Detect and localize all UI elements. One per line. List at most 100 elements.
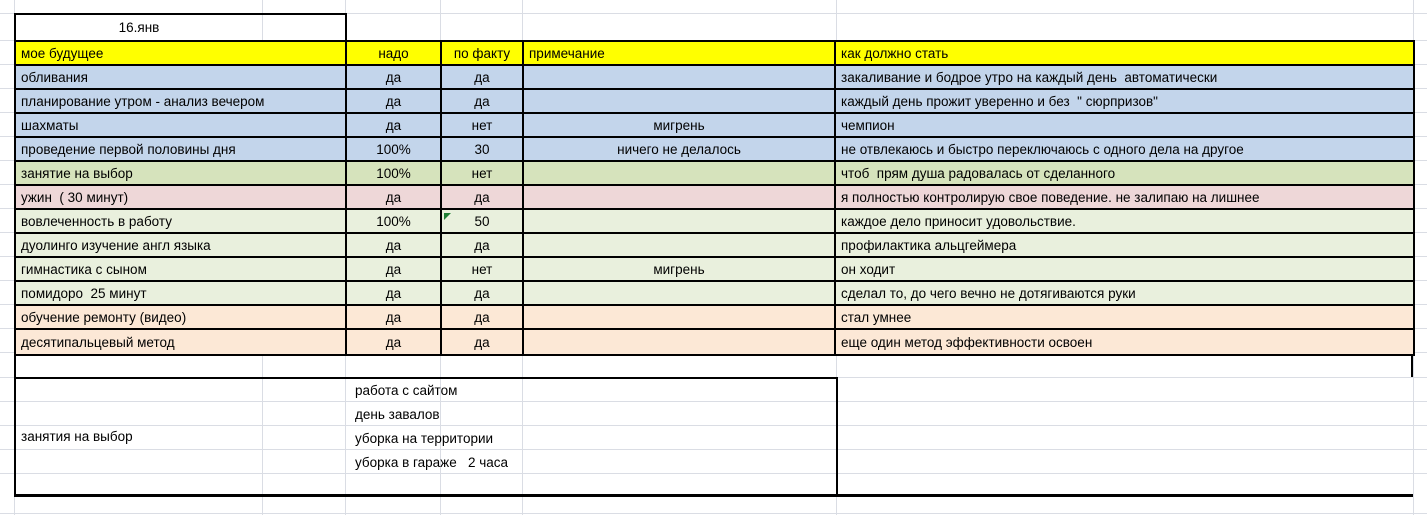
cell-goal[interactable]: он ходит — [841, 261, 896, 277]
table-row: десятипальцевый метод да да еще один мет… — [16, 330, 1413, 354]
cell-goal[interactable]: чемпион — [841, 117, 895, 133]
table-row: шахматы да нет мигрень чемпион — [16, 114, 1413, 138]
cell-need[interactable]: да — [347, 258, 442, 280]
table-row: помидоро 25 минут да да сделал то, до че… — [16, 282, 1413, 306]
cell-task[interactable]: шахматы — [16, 114, 347, 136]
cell-fact[interactable]: нет — [442, 114, 524, 136]
header-cell-goal[interactable]: как должно стать — [841, 45, 949, 61]
cell-goal[interactable]: я полностью контролирую свое поведение. … — [841, 189, 1260, 205]
gridline — [522, 379, 523, 495]
gridline — [440, 379, 441, 495]
cell-fact[interactable]: да — [442, 186, 524, 208]
cell-goal[interactable]: стал умнее — [841, 309, 912, 325]
option-item[interactable]: день завалов — [355, 407, 440, 422]
cell-need[interactable]: да — [347, 330, 442, 354]
option-item[interactable]: работа с сайтом — [355, 383, 458, 398]
habit-table: мое будущее надо по факту примечание как… — [14, 40, 1415, 356]
cell-task[interactable]: помидоро 25 минут — [16, 282, 347, 304]
cell-goal[interactable]: не отвлекаюсь и быстро переключаюсь с од… — [841, 141, 1244, 157]
header-cell-task[interactable]: мое будущее — [16, 42, 347, 64]
cell-goal[interactable]: каждый день прожит уверенно и без " сюрп… — [841, 93, 1158, 109]
table-row: планирование утром - анализ вечером да д… — [16, 90, 1413, 114]
cell-task[interactable]: обучение ремонту (видео) — [16, 306, 347, 328]
gridline — [16, 449, 836, 450]
table-row: обливания да да закаливание и бодрое утр… — [16, 66, 1413, 90]
table-row: занятие на выбор 100% нет чтоб прям душа… — [16, 162, 1413, 186]
cell-task[interactable]: занятие на выбор — [16, 162, 347, 184]
cell-fact[interactable]: нет — [442, 258, 524, 280]
cell-note[interactable] — [524, 234, 836, 256]
cell-note[interactable] — [524, 66, 836, 88]
cell-task[interactable]: планирование утром - анализ вечером — [16, 90, 347, 112]
cell-note[interactable]: мигрень — [524, 114, 836, 136]
option-item[interactable]: уборка на территории — [355, 431, 494, 446]
cell-need[interactable]: 100% — [347, 210, 442, 232]
cell-goal[interactable]: сделал то, до чего вечно не дотягиваются… — [841, 285, 1136, 301]
gridline — [16, 425, 836, 426]
table-row: проведение первой половины дня 100% 30 н… — [16, 138, 1413, 162]
cell-fact[interactable]: 50 — [442, 210, 524, 232]
cell-goal[interactable]: еще один метод эффективности освоен — [841, 334, 1093, 350]
header-cell-need[interactable]: надо — [347, 42, 442, 64]
table-row: вовлеченность в работу 100% 50 каждое де… — [16, 210, 1413, 234]
cell-error-flag-icon — [444, 213, 451, 220]
cell-task[interactable]: вовлеченность в работу — [16, 210, 347, 232]
cell-note[interactable] — [524, 210, 836, 232]
cell-need[interactable]: 100% — [347, 138, 442, 160]
cell-task[interactable]: проведение первой половины дня — [16, 138, 347, 160]
cell-fact[interactable]: да — [442, 234, 524, 256]
gridline — [345, 379, 346, 495]
date-cell[interactable]: 16.янв — [14, 13, 347, 42]
options-box-label[interactable]: занятия на выбор — [21, 429, 133, 444]
cell-note[interactable] — [524, 186, 836, 208]
gap-row-left-border — [14, 356, 16, 377]
cell-note[interactable] — [524, 90, 836, 112]
cell-need[interactable]: да — [347, 90, 442, 112]
cell-note[interactable]: мигрень — [524, 258, 836, 280]
cell-task[interactable]: гимнастика с сыном — [16, 258, 347, 280]
gap-row-right-border — [1411, 356, 1413, 377]
cell-note[interactable]: ничего не делалось — [524, 138, 836, 160]
cell-fact[interactable]: да — [442, 306, 524, 328]
cell-fact[interactable]: да — [442, 330, 524, 354]
thick-bottom-border — [14, 494, 1413, 497]
cell-need[interactable]: да — [347, 66, 442, 88]
cell-goal[interactable]: профилактика альцгеймера — [841, 237, 1017, 253]
cell-fact[interactable]: да — [442, 66, 524, 88]
cell-note[interactable] — [524, 162, 836, 184]
cell-note[interactable] — [524, 282, 836, 304]
cell-need[interactable]: да — [347, 282, 442, 304]
table-row: дуолинго изучение англ языка да да профи… — [16, 234, 1413, 258]
table-row: обучение ремонту (видео) да да стал умне… — [16, 306, 1413, 330]
gridline — [0, 513, 1427, 514]
header-cell-fact[interactable]: по факту — [442, 42, 524, 64]
cell-fact[interactable]: да — [442, 90, 524, 112]
gridline — [16, 401, 836, 402]
cell-note[interactable] — [524, 306, 836, 328]
cell-goal[interactable]: каждое дело приносит удовольствие. — [841, 213, 1076, 229]
gridline — [0, 13, 1427, 14]
cell-need[interactable]: да — [347, 114, 442, 136]
cell-note[interactable] — [524, 330, 836, 354]
cell-need[interactable]: да — [347, 234, 442, 256]
cell-task[interactable]: обливания — [16, 66, 347, 88]
cell-fact[interactable]: нет — [442, 162, 524, 184]
cell-need[interactable]: да — [347, 306, 442, 328]
cell-need[interactable]: 100% — [347, 162, 442, 184]
cell-task[interactable]: дуолинго изучение англ языка — [16, 234, 347, 256]
table-row: гимнастика с сыном да нет мигрень он ход… — [16, 258, 1413, 282]
cell-task[interactable]: ужин ( 30 минут) — [16, 186, 347, 208]
cell-fact[interactable]: 30 — [442, 138, 524, 160]
options-box: занятия на выбор работа с сайтом день за… — [14, 377, 838, 497]
gridline — [262, 379, 263, 495]
option-item[interactable]: уборка в гараже 2 часа — [355, 455, 509, 470]
table-header-row: мое будущее надо по факту примечание как… — [16, 42, 1413, 66]
cell-task[interactable]: десятипальцевый метод — [16, 330, 347, 354]
cell-goal[interactable]: чтоб прям душа радовалась от сделанного — [841, 165, 1116, 181]
cell-need[interactable]: да — [347, 186, 442, 208]
cell-fact[interactable]: да — [442, 282, 524, 304]
table-row: ужин ( 30 минут) да да я полностью контр… — [16, 186, 1413, 210]
cell-goal[interactable]: закаливание и бодрое утро на каждый день… — [841, 69, 1218, 85]
header-cell-note[interactable]: примечание — [524, 42, 836, 64]
